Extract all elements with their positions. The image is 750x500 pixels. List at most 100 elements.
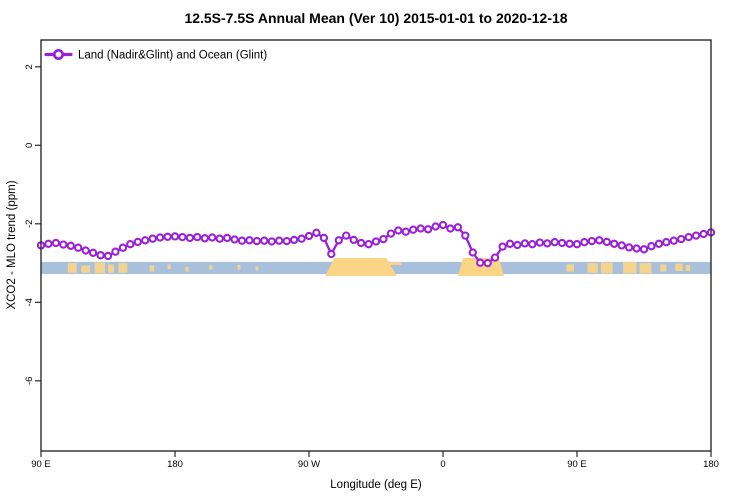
data-point-marker [543,239,552,248]
data-point-marker [222,233,232,243]
data-point-marker [386,229,396,238]
data-point-marker [289,235,299,245]
data-point-marker [155,233,165,242]
data-point-marker [230,235,239,244]
data-point-marker [669,236,678,245]
data-point-marker [260,236,269,245]
land-patch-africa [457,257,505,277]
data-point-marker [304,231,314,241]
data-point-marker [691,231,701,240]
x-tick-label: 90 E [31,459,51,470]
data-point-marker [647,242,656,251]
x-tick-label: 0 [440,459,445,470]
data-point-marker [51,238,61,248]
island-speckle [675,263,683,271]
data-point-marker [364,240,373,249]
island-speckle [660,264,667,272]
ticks-layer: 90 E 180 90 W 0 90 E 180 2 0 -2 -4 -6 [24,64,719,470]
data-point-marker [550,238,559,247]
island-speckle [185,266,189,272]
data-point-marker [587,236,597,246]
island-speckle [118,263,128,273]
data-point-marker [74,243,83,252]
data-point-marker [126,240,135,249]
data-point-marker [401,227,410,236]
legend: Land (Nadir&Glint) and Ocean (Glint) [44,48,267,62]
x-axis-label: Longitude (deg E) [330,479,422,491]
data-point-marker [624,243,634,252]
data-point-marker [170,232,180,241]
y-tick-label: 0 [24,143,35,148]
island-speckle [587,263,598,273]
data-point-marker [133,237,142,247]
data-point-marker [498,242,507,251]
data-point-marker [461,231,470,240]
data-point-marker [275,236,284,245]
map-band-layer [41,257,711,277]
island-speckle [149,265,155,272]
data-point-marker [349,235,358,245]
y-axis-label: XCO2 - MLO trend (ppm) [6,180,18,309]
island-speckle [94,262,106,274]
data-point-marker [252,236,262,246]
data-point-marker [431,222,440,231]
chart-title: 12.5S-7.5S Annual Mean (Ver 10) 2015-01-… [184,10,567,26]
data-point-marker [327,249,336,259]
data-point-marker [148,234,157,243]
data-point-marker [505,239,515,248]
land-patch-south-america [325,257,397,277]
island-speckle [67,263,77,273]
data-point-marker [416,224,425,233]
island-speckle [237,264,241,270]
plot-area [40,39,712,452]
data-point-marker [557,238,567,248]
data-point-marker [535,238,544,247]
data-point-marker [409,225,418,234]
island-speckle [108,264,114,273]
data-point-marker [446,224,455,233]
data-point-marker [699,229,708,239]
island-speckle [209,265,213,270]
data-point-marker [215,234,224,243]
data-point-marker [66,241,75,250]
data-point-marker [342,231,351,240]
x-tick-label: 180 [167,459,183,470]
data-point-marker [677,234,686,244]
x-tick-label: 180 [703,459,719,470]
data-point-marker [610,239,619,248]
data-point-marker [490,253,500,262]
data-point-marker [297,234,306,243]
series-layer [36,220,716,268]
data-point-marker [595,236,604,245]
data-point-marker [267,237,276,246]
data-point-marker [185,233,195,243]
data-point-marker [118,243,128,252]
data-point-marker [81,246,90,255]
data-point-marker [245,236,254,245]
data-point-marker [141,236,150,245]
data-point-marker [639,245,649,254]
data-point-marker [684,232,693,242]
data-point-marker [44,239,53,248]
data-point-marker [356,238,366,248]
y-tick-label: -2 [24,220,35,228]
data-point-marker [513,240,522,250]
island-speckle [623,261,637,274]
island-speckle [685,264,691,271]
data-point-marker [617,241,626,250]
data-point-marker [103,251,113,261]
island-speckle [600,262,613,274]
island-speckle [167,264,171,270]
data-point-marker [528,240,537,249]
data-point-marker [334,236,343,245]
data-point-marker [59,240,68,249]
island-speckle [566,264,575,272]
y-tick-label: -6 [24,377,35,385]
data-point-marker [602,237,611,247]
island-speckle [255,266,259,271]
island-speckle [639,263,652,274]
data-point-marker [379,234,388,244]
data-point-marker [520,239,530,248]
data-point-marker [476,258,485,267]
